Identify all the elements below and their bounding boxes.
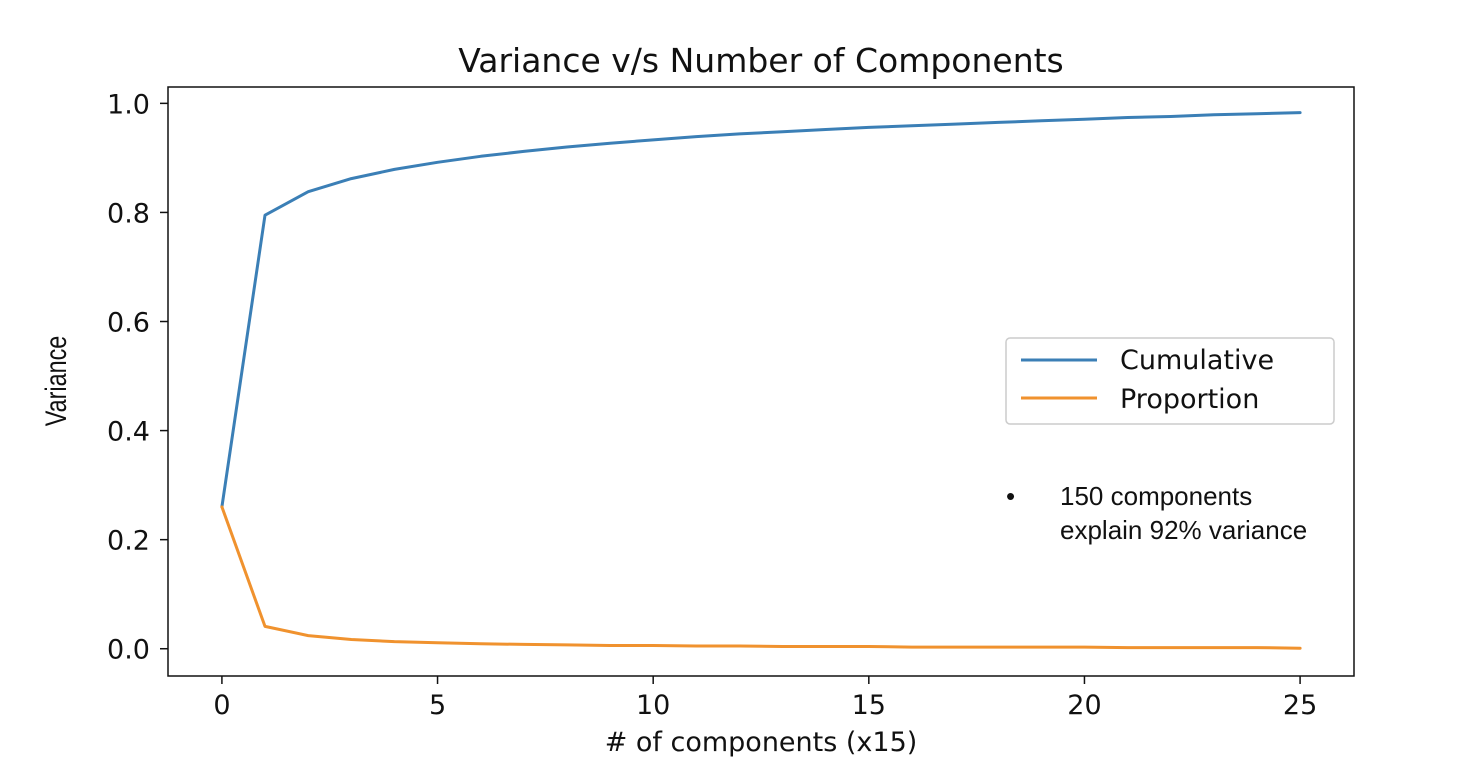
- legend: Cumulative Proportion: [1005, 337, 1335, 425]
- x-tick-label: 20: [1067, 690, 1101, 721]
- series-line-cumulative: [220, 111, 1302, 509]
- legend-label-proportion: Proportion: [1120, 384, 1259, 415]
- y-tick-label: 0.4: [107, 417, 150, 448]
- x-tick-label: 25: [1283, 690, 1317, 721]
- y-tick-label: 1.0: [107, 89, 150, 120]
- x-tick-label: 5: [429, 690, 446, 721]
- plot-frame: [167, 86, 1355, 677]
- series-layer: [220, 111, 1302, 650]
- y-tick-label: 0.6: [107, 308, 150, 339]
- y-axis-label: Variance: [39, 336, 72, 427]
- annotation-bullet: •: [1006, 481, 1015, 511]
- legend-label-cumulative: Cumulative: [1120, 345, 1274, 376]
- chart-title: Variance v/s Number of Components: [458, 41, 1064, 80]
- annotation-line-2: explain 92% variance: [1060, 515, 1307, 545]
- x-tick-label: 15: [852, 690, 886, 721]
- x-tick-label: 0: [213, 690, 230, 721]
- y-tick-label: 0.0: [107, 635, 150, 666]
- y-tick-label: 0.2: [107, 526, 150, 557]
- series-line-proportion: [220, 505, 1302, 650]
- x-axis-label: # of components (x15): [605, 727, 918, 758]
- y-tick-label: 0.8: [107, 198, 150, 229]
- x-tick-label: 10: [636, 690, 670, 721]
- annotation: • 150 components explain 92% variance: [1006, 481, 1307, 545]
- annotation-line-1: 150 components: [1060, 481, 1252, 511]
- y-axis: 0.0 0.2 0.4 0.6 0.8 1.0: [107, 89, 168, 666]
- x-axis: 0 5 10 15 20 25: [213, 676, 1317, 721]
